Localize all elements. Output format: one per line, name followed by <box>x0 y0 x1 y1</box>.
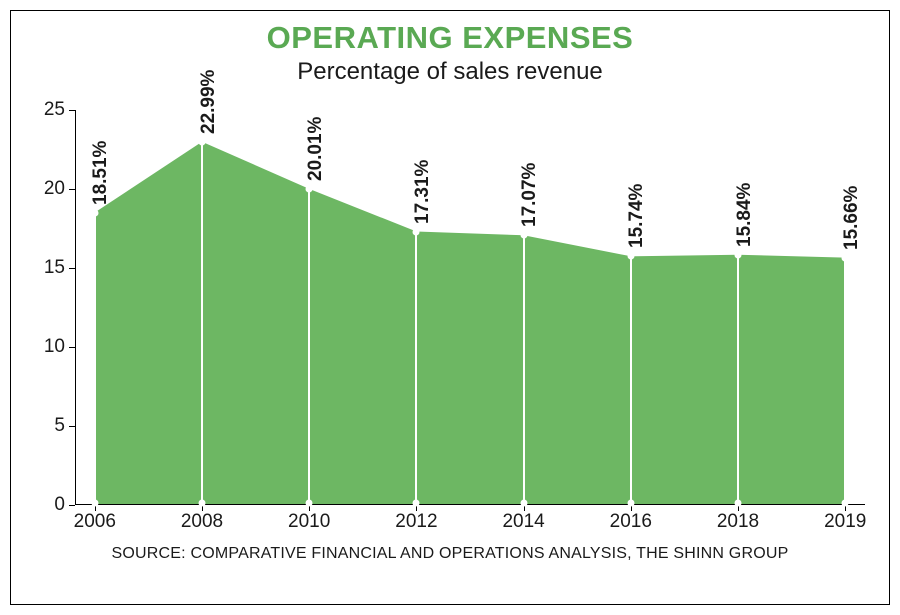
data-point-label: 15.84% <box>734 182 756 246</box>
x-tick-label: 2019 <box>824 511 866 533</box>
x-axis-line <box>75 504 865 505</box>
y-axis-line <box>75 110 76 505</box>
drop-line <box>523 235 525 503</box>
drop-dot-bottom <box>306 500 313 507</box>
drop-dot-bottom <box>413 500 420 507</box>
x-tick-label: 2018 <box>717 511 759 533</box>
drop-dot-top <box>198 138 205 145</box>
data-point-label: 18.51% <box>90 140 112 204</box>
source-attribution: SOURCE: COMPARATIVE FINANCIAL AND OPERAT… <box>0 545 900 563</box>
area-fill-svg <box>75 110 865 505</box>
drop-dot-top <box>627 253 634 260</box>
drop-line <box>415 232 417 503</box>
y-tick-label: 0 <box>54 494 65 516</box>
data-point-label: 17.31% <box>412 159 434 223</box>
drop-dot-top <box>520 232 527 239</box>
drop-dot-bottom <box>198 500 205 507</box>
chart-plot-area: 0510152025200620082010201220142016201820… <box>75 110 865 505</box>
data-point-label: 17.07% <box>519 163 541 227</box>
drop-dot-top <box>413 228 420 235</box>
y-tick-mark <box>69 189 75 190</box>
drop-dot-bottom <box>735 500 742 507</box>
data-point-label: 15.74% <box>626 184 648 248</box>
area-polygon <box>95 142 845 505</box>
y-tick-label: 25 <box>44 99 65 121</box>
drop-dot-bottom <box>627 500 634 507</box>
chart-title: OPERATING EXPENSES <box>0 20 900 56</box>
drop-dot-bottom <box>520 500 527 507</box>
data-point-label: 22.99% <box>198 69 220 133</box>
y-tick-mark <box>69 110 75 111</box>
drop-line <box>844 258 846 503</box>
drop-dot-top <box>91 209 98 216</box>
chart-subtitle: Percentage of sales revenue <box>0 58 900 86</box>
drop-line <box>737 255 739 503</box>
x-tick-label: 2016 <box>610 511 652 533</box>
y-tick-mark <box>69 426 75 427</box>
drop-line <box>308 189 310 503</box>
drop-dot-bottom <box>91 500 98 507</box>
y-tick-label: 20 <box>44 178 65 200</box>
y-tick-mark <box>69 347 75 348</box>
x-tick-label: 2014 <box>502 511 544 533</box>
y-tick-label: 15 <box>44 257 65 279</box>
y-tick-mark <box>69 268 75 269</box>
drop-dot-top <box>306 185 313 192</box>
drop-dot-top <box>735 251 742 258</box>
x-tick-label: 2010 <box>288 511 330 533</box>
drop-line <box>94 213 96 503</box>
drop-line <box>630 256 632 503</box>
x-tick-label: 2008 <box>181 511 223 533</box>
x-tick-label: 2012 <box>395 511 437 533</box>
drop-dot-top <box>842 254 849 261</box>
data-point-label: 20.01% <box>305 116 327 180</box>
y-tick-label: 10 <box>44 336 65 358</box>
data-point-label: 15.66% <box>841 185 863 249</box>
y-tick-mark <box>69 505 75 506</box>
drop-dot-bottom <box>842 500 849 507</box>
drop-line <box>201 142 203 503</box>
y-tick-label: 5 <box>54 415 65 437</box>
x-tick-label: 2006 <box>74 511 116 533</box>
